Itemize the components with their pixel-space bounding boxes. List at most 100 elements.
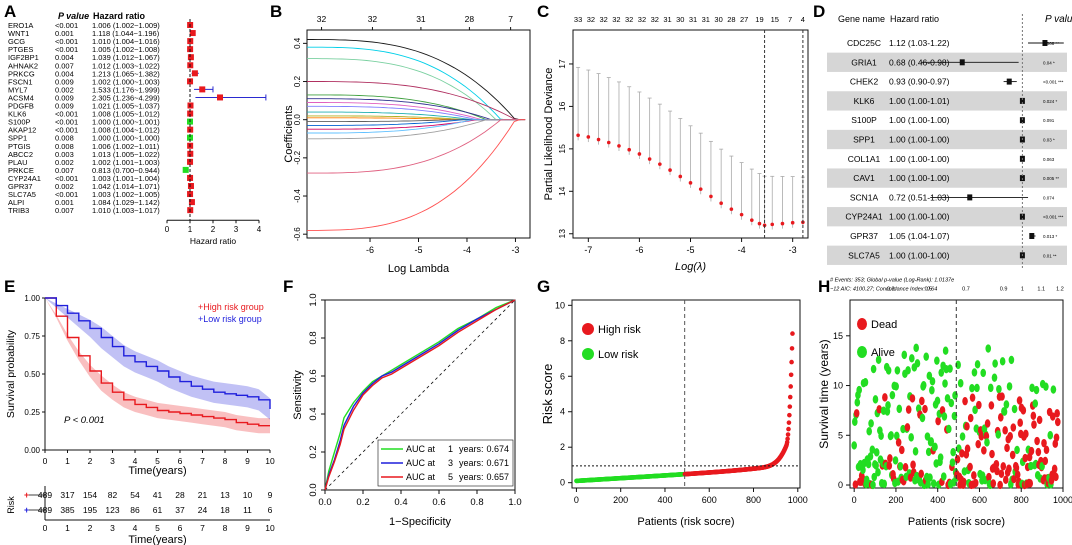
h-patient-point <box>929 386 935 395</box>
f-y-tick-label: 0.0 <box>308 483 319 496</box>
h-patient-point <box>1020 406 1027 415</box>
d-pvalue: 0.04 * <box>1043 60 1055 65</box>
a-x-axis-title: Hazard ratio <box>190 236 237 246</box>
g-y-axis-title: Risk score <box>540 364 555 425</box>
e-x-tick-label: 7 <box>200 456 205 466</box>
a-gene-label: AKAP12 <box>8 126 36 135</box>
h-patient-point <box>865 460 872 469</box>
d-x-tick-label: 1.1 <box>1037 287 1045 293</box>
h-patient-point <box>876 405 883 414</box>
h-patient-point <box>1009 450 1016 460</box>
a-pvalue: 0.004 <box>55 53 74 62</box>
f-y-axis-title: Sensitivity <box>292 370 304 420</box>
h-patient-point <box>959 432 966 441</box>
h-patient-point <box>1053 472 1059 482</box>
h-patient-point <box>1043 445 1050 455</box>
a-pvalue: 0.002 <box>55 182 74 191</box>
g-legend-high-dot <box>582 323 594 335</box>
h-patient-point <box>983 431 990 441</box>
f-x-tick-label: 0.6 <box>432 497 445 508</box>
c-y-axis-title: Partial Likelihood Deviance <box>543 68 555 201</box>
h-patient-point <box>893 431 900 441</box>
a-pvalue: 0.007 <box>55 61 74 70</box>
e-risk-x-tick-label: 4 <box>133 523 138 533</box>
f-x-tick-label: 0.2 <box>356 497 369 508</box>
g-y-tick-label: 8 <box>560 336 565 346</box>
e-risk-value: 61 <box>153 505 163 515</box>
h-patient-point <box>986 472 992 482</box>
h-patient-point <box>918 469 925 478</box>
e-y-tick-label: 0.00 <box>24 446 40 455</box>
a-gene-label: CYP24A1 <box>8 174 41 183</box>
h-patient-point <box>945 424 952 434</box>
h-patient-point <box>938 368 945 377</box>
d-pvalue-header: P value <box>1045 14 1072 25</box>
b-top-tick-label: 32 <box>317 14 327 24</box>
h-patient-point <box>920 380 927 390</box>
h-patient-point <box>894 366 901 375</box>
h-patient-point <box>1023 429 1029 439</box>
h-patient-point <box>924 432 931 441</box>
f-legend-prefix: AUC at <box>406 472 436 482</box>
g-risk-point <box>787 412 792 418</box>
e-risk-value: 86 <box>130 505 140 515</box>
d-pvalue: <0.001 *** <box>1043 80 1064 85</box>
g-y-tick-label: 4 <box>560 407 565 417</box>
e-x-tick-label: 0 <box>43 456 48 466</box>
f-y-tick-label: 0.8 <box>308 331 319 344</box>
g-legend-low-label: Low risk <box>598 349 639 361</box>
b-coef-path <box>307 39 526 121</box>
h-patient-point <box>851 441 857 450</box>
e-risk-value: 13 <box>220 490 230 500</box>
d-gene-label: CYP24A1 <box>845 212 883 222</box>
d-pvalue: 0.091 <box>1043 118 1055 123</box>
g-risk-point <box>786 426 791 432</box>
e-risk-value: 37 <box>175 505 185 515</box>
h-patient-point <box>1022 453 1029 463</box>
d-gene-label: S100P <box>851 115 877 125</box>
f-legend-suffix: years: <box>459 472 484 482</box>
a-gene-label: AHNAK2 <box>8 61 38 70</box>
c-deviance-point <box>790 220 795 225</box>
e-risk-x-tick-label: 5 <box>155 523 160 533</box>
e-risk-value: 41 <box>153 490 163 500</box>
h-patient-point <box>889 390 896 400</box>
b-top-tick-label: 31 <box>416 14 426 24</box>
h-legend-alive-label: Alive <box>871 347 895 359</box>
h-patient-point <box>996 384 1002 394</box>
d-pvalue: 0.013 * <box>1043 234 1058 239</box>
d-hr-marker <box>1029 233 1035 239</box>
h-legend-alive-dot <box>857 346 867 358</box>
e-risk-value: 24 <box>198 505 208 515</box>
e-risk-title: Risk <box>6 496 16 514</box>
d-hr-marker <box>1019 213 1025 220</box>
h-patient-point <box>1049 412 1056 421</box>
e-risk-value: 82 <box>108 490 118 500</box>
a-hr-marker <box>188 199 195 206</box>
h-patient-point <box>853 409 860 418</box>
a-pvalue: 0.004 <box>55 69 74 78</box>
a-x-tick-label: 3 <box>234 225 239 234</box>
g-risk-point <box>790 331 795 336</box>
h-patient-point <box>868 419 874 428</box>
a-pvalue: <0.001 <box>55 110 78 119</box>
f-x-tick-label: 0.4 <box>394 497 407 508</box>
e-risk-value: 18 <box>220 505 230 515</box>
h-patient-point <box>999 392 1005 401</box>
e-risk-x-axis-title: Time(years) <box>128 534 186 545</box>
h-patient-point <box>1006 382 1013 391</box>
h-patient-point <box>962 396 968 406</box>
b-coef-path <box>307 102 521 121</box>
h-patient-point <box>886 461 893 470</box>
f-legend-year: 3 <box>448 458 453 468</box>
a-hr-marker <box>187 110 194 117</box>
h-patient-point <box>929 377 936 386</box>
h-x-tick-label: 200 <box>888 495 903 505</box>
b-coef-path <box>307 58 521 121</box>
h-patient-point <box>912 447 919 456</box>
h-patient-point <box>980 368 987 378</box>
h-patient-point <box>984 438 990 447</box>
h-patient-point <box>875 355 882 364</box>
e-risk-value: 195 <box>83 505 97 515</box>
h-patient-point <box>1002 475 1009 485</box>
